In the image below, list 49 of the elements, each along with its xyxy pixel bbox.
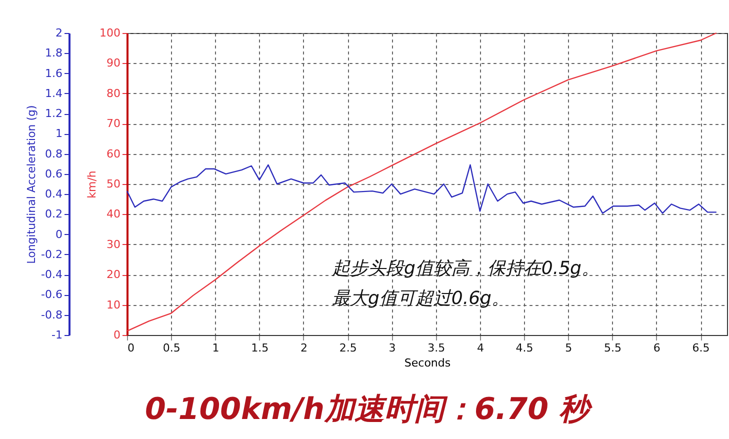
y-tick-label: 40 [106, 208, 120, 221]
y-axis-title: km/h [86, 170, 99, 198]
y-tick-label: 80 [106, 86, 120, 100]
y2-tick-label: 0 [56, 228, 62, 241]
y2-tick-label: -0.2 [41, 248, 62, 261]
y-tick-label: 0 [114, 328, 120, 342]
text: 0-100km/h加速时间：6.70 秒 [145, 392, 593, 427]
x-tick-label: 0.5 [162, 342, 180, 354]
y-tick-label: 50 [106, 178, 120, 190]
x-tick-label: 4.5 [516, 342, 534, 354]
line-series [126, 32, 718, 332]
y-tick-label: 70 [106, 117, 120, 130]
x-tick-label: 4 [476, 342, 484, 354]
y-tick-label: 100 [100, 26, 120, 40]
y2-tick-label: -1 [52, 328, 62, 342]
x-tick-label: 2.5 [339, 342, 357, 354]
y2-tick-label: 1.6 [45, 66, 62, 80]
annotation: 起步头段g值较高，保持在0.5g。 [332, 258, 600, 279]
annotation: 最大g值可超过0.6g。 [332, 288, 510, 309]
y2-axis-title: Longitudinal Acceleration (g) [25, 105, 38, 264]
x-tick-label: 2 [300, 342, 308, 354]
x-tick-label: 5.5 [604, 342, 622, 354]
x-tick-label: 3 [388, 342, 396, 354]
x-axis-title: Seconds [404, 356, 451, 370]
y2-tick-label: -0.6 [41, 288, 62, 302]
x-tick-label: 6.5 [692, 342, 710, 354]
y2-tick-label: 1.4 [45, 86, 62, 100]
y2-tick-label: -0.8 [41, 308, 62, 322]
y2-tick-label: 0.2 [45, 208, 62, 221]
y2-tick-label: 2 [56, 26, 62, 40]
y2-tick-label: 1.2 [45, 107, 62, 120]
x-tick-label: 3.5 [428, 342, 446, 354]
y-tick-label: 60 [106, 147, 120, 160]
x-tick-label: 1.5 [251, 342, 269, 354]
line-series [126, 164, 718, 214]
y-tick-label: 20 [106, 268, 120, 282]
y-tick-label: 30 [106, 238, 120, 251]
y2-tick-label: 1 [56, 127, 62, 140]
y2-tick-label: 0.8 [45, 147, 62, 160]
y2-tick-label: 0.6 [45, 167, 62, 180]
x-tick-label: 6 [653, 342, 660, 354]
x-tick-label: 0 [128, 342, 134, 354]
x-tick-label: 1 [212, 342, 220, 354]
y-tick-label: 10 [106, 298, 120, 312]
y-tick-label: 90 [106, 56, 120, 70]
y2-tick-label: 1.8 [45, 46, 62, 60]
y2-tick-label: 0.4 [45, 188, 62, 201]
y2-tick-label: -0.4 [41, 268, 62, 282]
x-tick-label: 5 [565, 342, 572, 354]
